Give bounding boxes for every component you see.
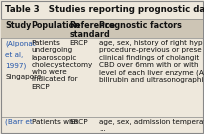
Text: ERCP: ERCP [69,119,88,125]
Text: et al,: et al, [5,52,23,58]
Text: Population: Population [32,21,81,30]
Text: ERCP: ERCP [69,40,88,46]
Text: Patients
undergoing
laparoscopic
cholecystectomy
who were
indicated for
ERCP: Patients undergoing laparoscopic cholecy… [32,40,93,90]
Text: (Barr et: (Barr et [5,119,33,125]
Text: Singapore: Singapore [5,74,42,80]
Text: 1997): 1997) [5,63,26,70]
Text: Reference
standard: Reference standard [69,21,115,40]
Bar [1,19,203,38]
Text: Prognostic factors: Prognostic factors [99,21,182,30]
Text: (Alponat: (Alponat [5,40,36,47]
Text: Patients who: Patients who [32,119,78,125]
Text: age, sex, admission temperat
...: age, sex, admission temperat ... [99,119,204,132]
Text: age, sex, history of right hyp
procedure-previous or prese
clinical findings of : age, sex, history of right hyp procedure… [99,40,204,83]
Text: Study: Study [5,21,31,30]
Text: Table 3   Studies reporting prognostic data: Table 3 Studies reporting prognostic dat… [5,5,204,14]
